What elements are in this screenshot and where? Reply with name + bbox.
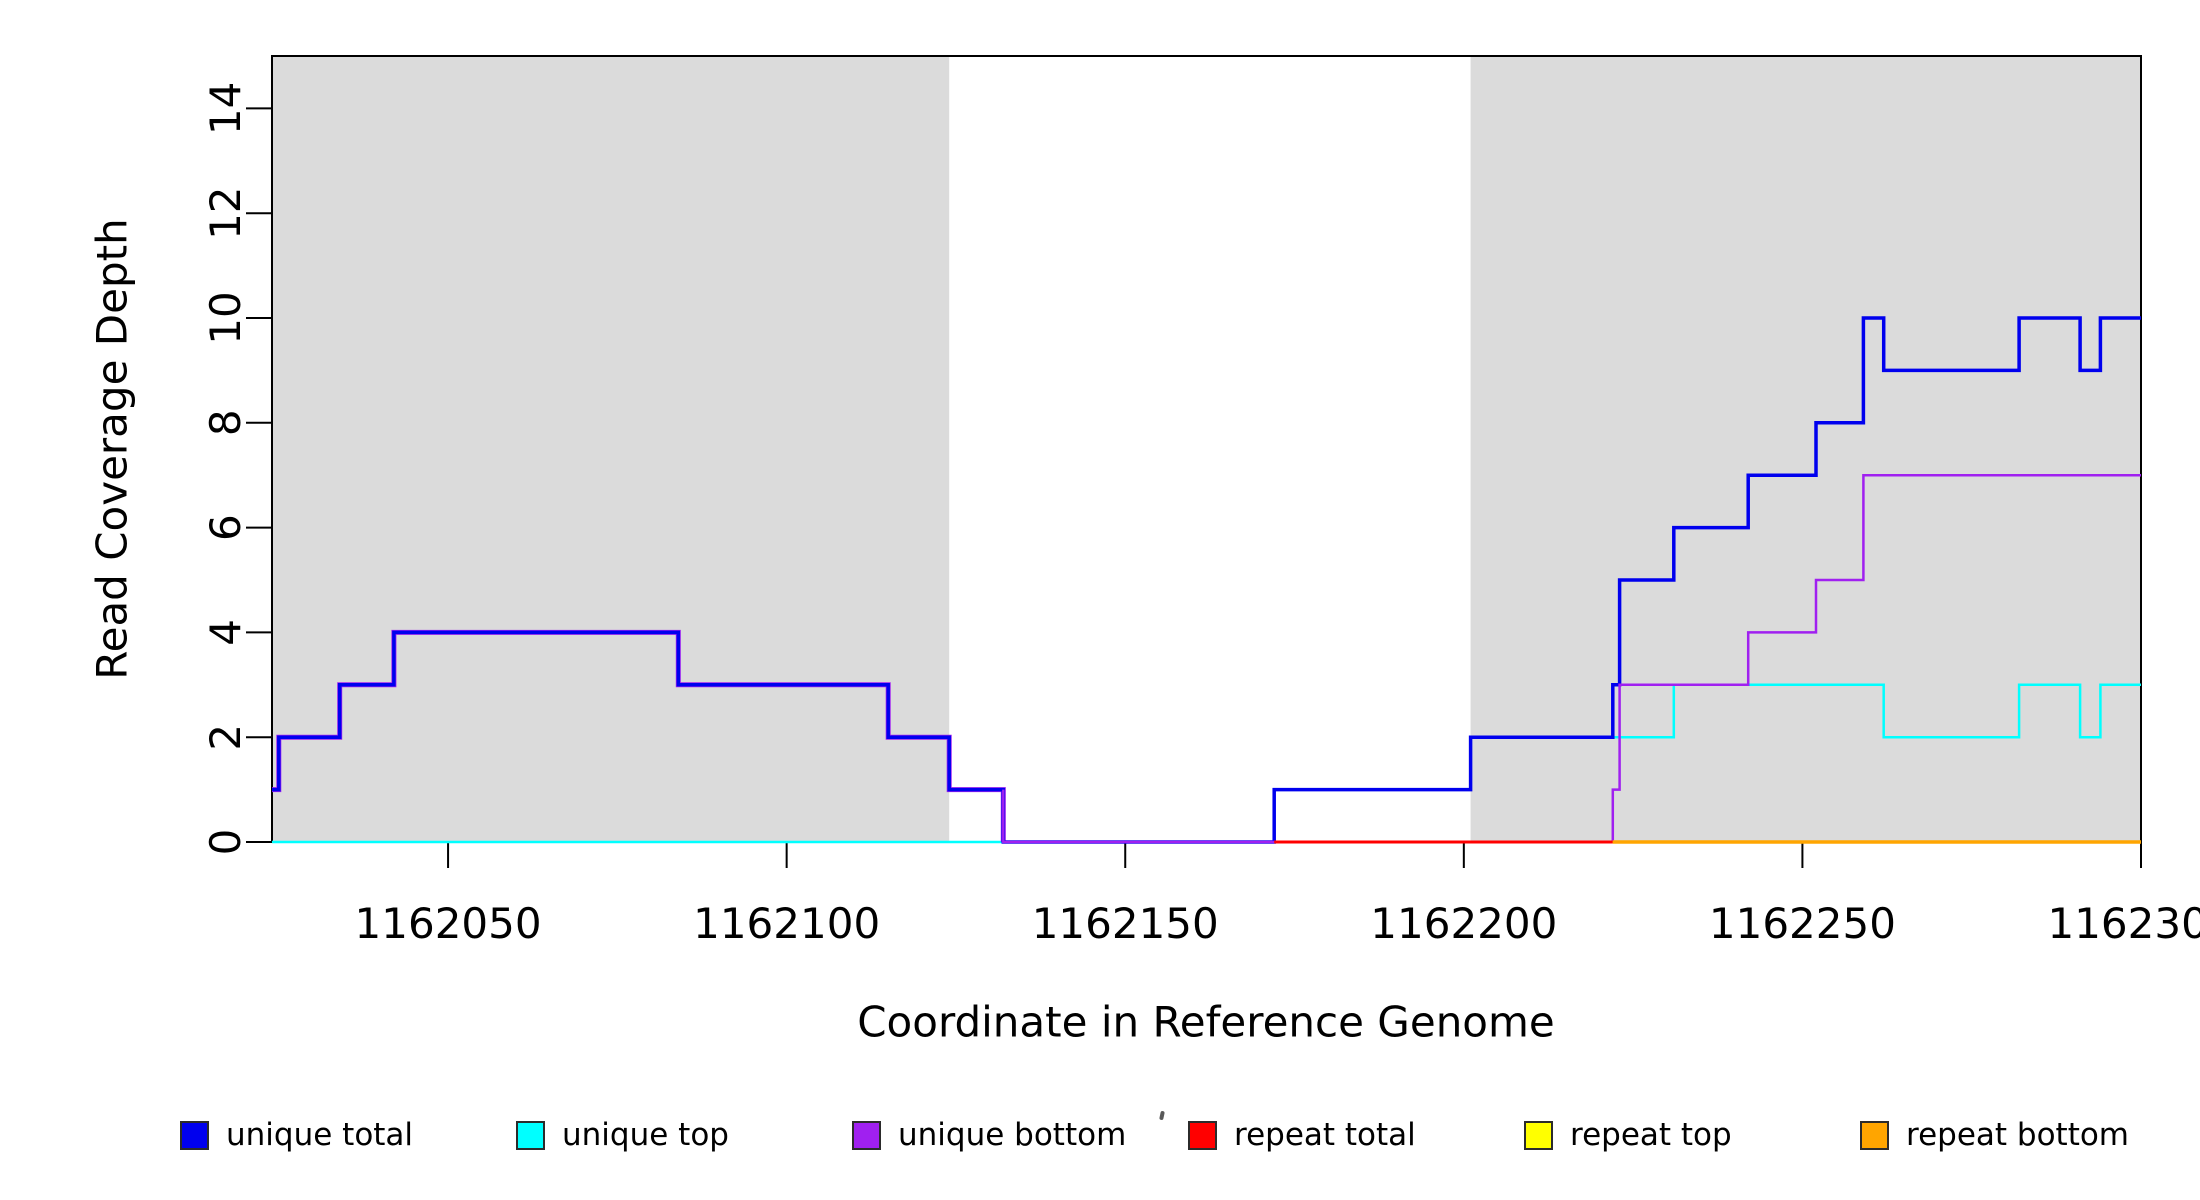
legend-swatch [516,1120,545,1150]
legend-swatch [1188,1120,1217,1150]
x-tick-label: 1162200 [1370,899,1557,948]
y-tick-label: 2 [201,724,250,751]
x-tick-label: 1162100 [693,899,880,948]
legend-item-unique-top: unique top [516,1117,729,1153]
y-axis-title: Read Coverage Depth [87,218,137,680]
y-tick-label: 0 [201,829,250,856]
legend-item-label: unique total [226,1117,414,1153]
legend-item-label: repeat bottom [1906,1117,2130,1153]
repeat-region-right [1470,56,2141,842]
y-tick-label: 6 [201,514,250,541]
legend-swatch [180,1120,209,1150]
x-tick-label: 1162050 [355,899,542,948]
x-tick-label: 1162250 [1709,899,1896,948]
legend-swatch [1860,1120,1889,1150]
legend-item-label: unique top [562,1117,729,1153]
legend-item-unique-bottom: unique bottom [852,1117,1126,1153]
legend-item-label: unique bottom [898,1117,1127,1153]
y-tick-label: 10 [201,291,250,344]
series-path-unique-total [272,316,2141,844]
legend-item-repeat-total: repeat total [1188,1117,1416,1153]
legend-item-unique-total: unique total [180,1117,413,1153]
legend-item-label: repeat total [1234,1117,1416,1153]
legend-item-label: repeat top [1570,1117,1732,1153]
legend-swatch [852,1120,881,1150]
y-tick-label: 8 [201,409,250,436]
y-tick-label: 14 [201,82,250,135]
legend-item-repeat-top: repeat top [1524,1117,1732,1153]
y-tick-label: 4 [201,619,250,646]
x-tick-label: 1162150 [1032,899,1219,948]
legend-item-repeat-bottom: repeat bottom [1860,1117,2129,1153]
y-tick-label: 12 [201,186,250,239]
x-axis-title: Coordinate in Reference Genome [857,997,1555,1047]
legend-swatch [1524,1120,1553,1150]
repeat-region-left [272,56,950,842]
